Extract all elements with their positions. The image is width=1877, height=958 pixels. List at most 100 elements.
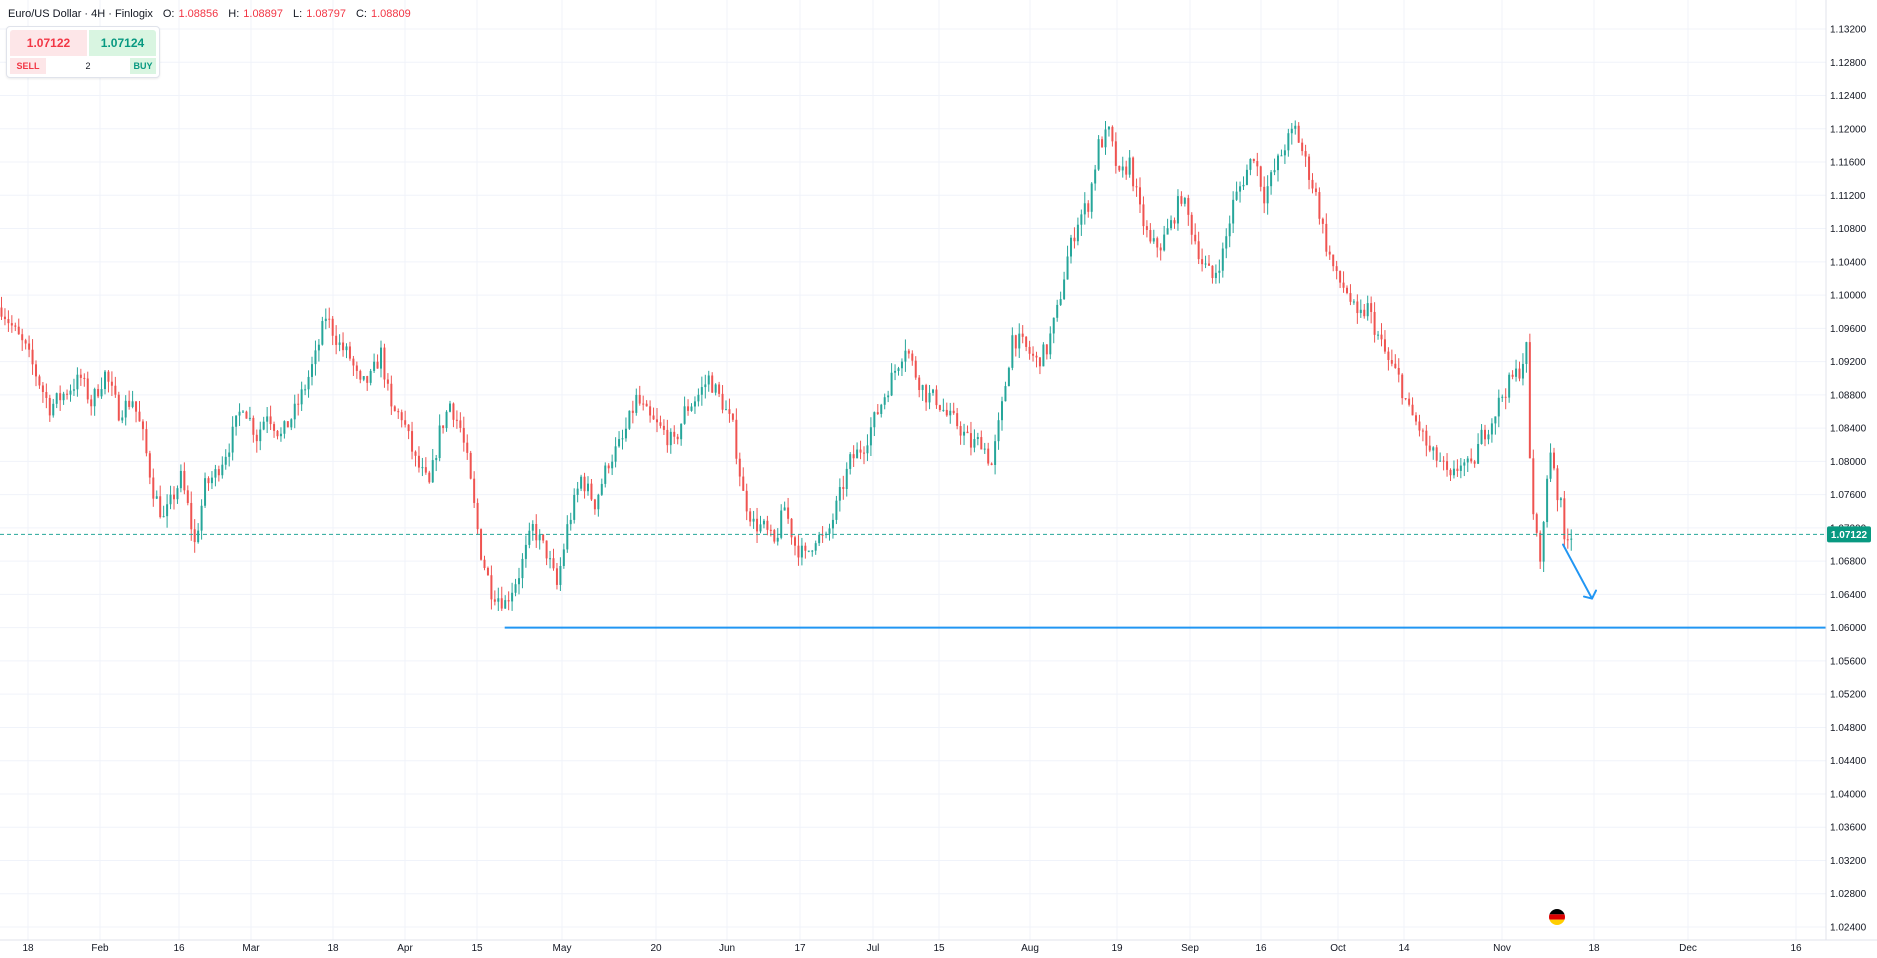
- forecast-arrow[interactable]: [1562, 543, 1593, 600]
- candle-body: [314, 350, 317, 365]
- candle-body: [621, 438, 624, 440]
- candle-body: [1570, 538, 1573, 540]
- candle-body: [742, 476, 745, 491]
- candle-body: [121, 417, 124, 421]
- candle-body: [262, 421, 265, 430]
- candle-body: [559, 565, 562, 585]
- candle-body: [248, 417, 251, 419]
- sell-button[interactable]: SELL: [10, 58, 46, 74]
- candle-body: [1021, 333, 1024, 337]
- candle-body: [721, 393, 724, 410]
- candle-body: [500, 598, 503, 609]
- flag-stripe-black: [1549, 909, 1565, 915]
- candle-body: [797, 545, 800, 558]
- candle-body: [1342, 282, 1345, 288]
- candle-body: [1125, 166, 1128, 175]
- candle-body: [179, 470, 182, 489]
- candle-body: [697, 394, 700, 402]
- candle-body: [811, 550, 814, 552]
- candle-body: [1556, 468, 1559, 501]
- candle-body: [856, 449, 859, 459]
- candle-body: [1473, 461, 1476, 464]
- candle-body: [131, 401, 134, 407]
- candle-body: [1173, 220, 1176, 224]
- candle-body: [687, 406, 690, 411]
- candle-body: [587, 483, 589, 492]
- candle-body: [652, 415, 655, 420]
- candle-body: [317, 344, 320, 351]
- candle-body: [1328, 251, 1331, 255]
- candle-body: [918, 377, 921, 391]
- candle-body: [1459, 465, 1462, 471]
- candle-body: [1542, 522, 1545, 562]
- candle-body: [838, 487, 841, 501]
- candle-body: [1170, 220, 1173, 229]
- germany-flag-icon[interactable]: [1549, 909, 1565, 925]
- time-axis[interactable]: 18 Feb 16 Mar 18 Apr 15 May 20 Jun 17 Jul 15 Aug 19 Sep…: [0, 939, 1877, 954]
- candle-body: [1001, 401, 1003, 421]
- candle-body: [511, 592, 514, 602]
- candle-body: [583, 476, 586, 492]
- candle-body: [818, 534, 821, 544]
- time-tick-label: Dec: [1679, 943, 1697, 954]
- candle-body: [959, 426, 962, 436]
- candle-body: [1566, 539, 1569, 541]
- chart-drawings[interactable]: [0, 533, 1826, 925]
- candle-body: [1366, 303, 1369, 317]
- candle-body: [1183, 198, 1186, 204]
- candle-body: [642, 403, 645, 405]
- candle-body: [704, 384, 707, 388]
- candle-body: [1211, 265, 1214, 279]
- candle-body: [307, 376, 310, 390]
- price-tick-label: 1.10000: [1830, 291, 1867, 302]
- candle-body: [545, 540, 548, 559]
- candle-body: [152, 477, 155, 499]
- candle-body: [952, 410, 955, 414]
- candle-body: [1149, 229, 1152, 242]
- candle-body: [1532, 458, 1535, 515]
- candle-body: [138, 411, 141, 422]
- candle-body: [311, 364, 313, 377]
- time-tick-label: Nov: [1493, 943, 1511, 954]
- candle-body: [1152, 238, 1155, 242]
- candle-body: [876, 412, 879, 414]
- candle-body: [28, 343, 31, 350]
- candle-body: [828, 528, 831, 534]
- candle-body: [794, 537, 796, 546]
- candle-body: [393, 406, 396, 412]
- candle-body: [469, 452, 472, 479]
- candle-body: [235, 415, 238, 427]
- price-tick-label: 1.06000: [1830, 623, 1867, 634]
- time-tick-label: 18: [327, 943, 339, 954]
- current-price-badge: [1827, 526, 1871, 543]
- candle-body: [845, 468, 848, 490]
- candle-body: [852, 454, 855, 459]
- candle-body: [221, 464, 224, 476]
- candle-body: [169, 494, 172, 505]
- sell-price-button[interactable]: 1.07122: [10, 30, 87, 56]
- time-tick-label: 15: [933, 943, 945, 954]
- candle-body: [1390, 360, 1393, 364]
- candle-body: [1094, 169, 1097, 184]
- candle-body: [1225, 236, 1228, 249]
- candle-body: [1270, 172, 1273, 187]
- time-tick-label: May: [553, 943, 572, 954]
- candle-body: [141, 421, 144, 430]
- candle-body: [1156, 238, 1159, 248]
- candle-body: [1311, 179, 1314, 189]
- candle-body: [304, 389, 307, 391]
- candle-body: [756, 518, 759, 532]
- price-axis[interactable]: 1.13200 1.12800 1.12400 1.12000 1.11600 1.112…: [1825, 0, 1871, 940]
- quantity-input[interactable]: 2: [85, 61, 91, 71]
- candle-body: [269, 416, 272, 425]
- candle-body: [135, 401, 138, 412]
- candle-body: [1063, 279, 1066, 300]
- candle-body: [69, 390, 72, 395]
- buy-price-button[interactable]: 1.07124: [89, 30, 156, 56]
- candle-body: [607, 465, 610, 469]
- buy-button[interactable]: BUY: [130, 58, 156, 74]
- candle-body: [925, 385, 928, 403]
- candle-body: [162, 516, 165, 518]
- time-tick-label: 17: [794, 943, 806, 954]
